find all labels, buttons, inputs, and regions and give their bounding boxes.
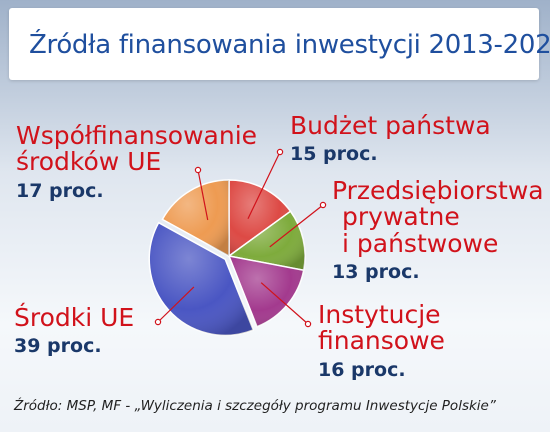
label-budzet: Budżet państwa 15 proc. [290,111,491,166]
leader-dot-wspolf [194,166,202,174]
title-box: Źródła finansowania inwestycji 2013-2020 [9,8,550,80]
label-wspolf-value: 17 proc. [16,179,104,202]
label-wspolf-name-2: środków UE [16,147,162,177]
label-instyt-name-2: finansowe [318,326,445,356]
label-przeds-name-3: i państwowe [342,228,499,258]
label-przeds-value: 13 proc. [332,260,420,283]
leader-line-instyt [260,282,309,325]
label-wspolf: Współfinansowanie środków UE 17 proc. [16,121,258,202]
label-srodki-name: Środki UE [14,303,135,332]
leader-line-przeds [269,204,324,248]
source-note: Źródło: MSP, MF - „Wyliczenia i szczegół… [14,398,496,414]
leader-dot-srodki [154,318,162,326]
label-budzet-value: 15 proc. [290,143,378,166]
pie-slice-shade-srodki [149,222,254,336]
leader-line-wspolf [197,169,209,221]
pie-slice-shade-przeds [229,211,306,271]
label-instyt: Instytucje finansowe 16 proc. [318,300,445,381]
pie-slice-shade-instyt [229,256,304,327]
label-wspolf-name-1: Współfinansowanie [16,121,258,150]
label-przeds-name-2: prywatne [342,202,460,232]
label-srodki: Środki UE 39 proc. [14,303,135,358]
leader-line-srodki [157,286,195,323]
label-przeds-name-1: Przedsiębiorstwa [332,176,544,205]
label-przeds: Przedsiębiorstwa prywatne i państwowe 13… [332,176,544,283]
chart-title: Źródła finansowania inwestycji 2013-2020 [29,30,550,60]
leader-dot-przeds [319,201,327,209]
pie-slice-shade-budzet [229,180,291,256]
pie-slice-shade-wspolf [162,180,229,256]
label-srodki-value: 39 proc. [14,335,102,358]
label-instyt-value: 16 proc. [318,358,406,381]
leader-dot-instyt [304,320,312,328]
leader-dot-budzet [276,148,284,156]
label-budzet-name: Budżet państwa [290,111,491,140]
leader-line-budzet [247,151,281,220]
label-instyt-name-1: Instytucje [318,300,441,329]
